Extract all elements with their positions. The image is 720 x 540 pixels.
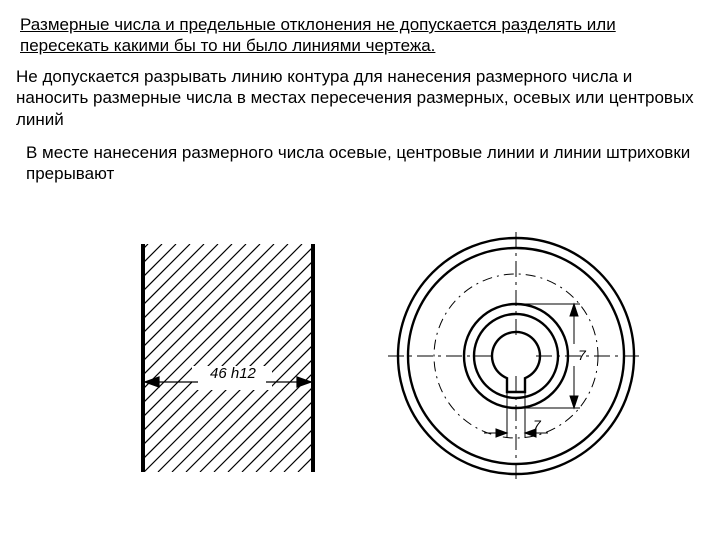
hatching <box>140 244 316 472</box>
figure-concentric-bore: 7 7 <box>388 232 644 488</box>
paragraph-rule-1: Размерные числа и предельные отклонения … <box>20 14 700 57</box>
paragraph-rule-3: В месте нанесения размерного числа осевы… <box>26 142 700 185</box>
dimension-label-vertical: 7 <box>578 347 587 363</box>
center-cross <box>388 232 644 484</box>
paragraph-rule-2-text: Не допускается разрывать линию контура д… <box>16 67 694 129</box>
page: { "text": { "p1": "Размерные числа и пре… <box>0 0 720 540</box>
figure-hatched-section: 46 h12 <box>140 244 316 472</box>
paragraph-rule-1-text: Размерные числа и предельные отклонения … <box>20 15 616 55</box>
dimension-label-keyway: 7 <box>533 417 542 433</box>
paragraph-rule-2: Не допускается разрывать линию контура д… <box>16 66 700 130</box>
paragraph-rule-3-text: В месте нанесения размерного числа осевы… <box>26 143 690 183</box>
dimension-label-left: 46 h12 <box>210 365 257 382</box>
